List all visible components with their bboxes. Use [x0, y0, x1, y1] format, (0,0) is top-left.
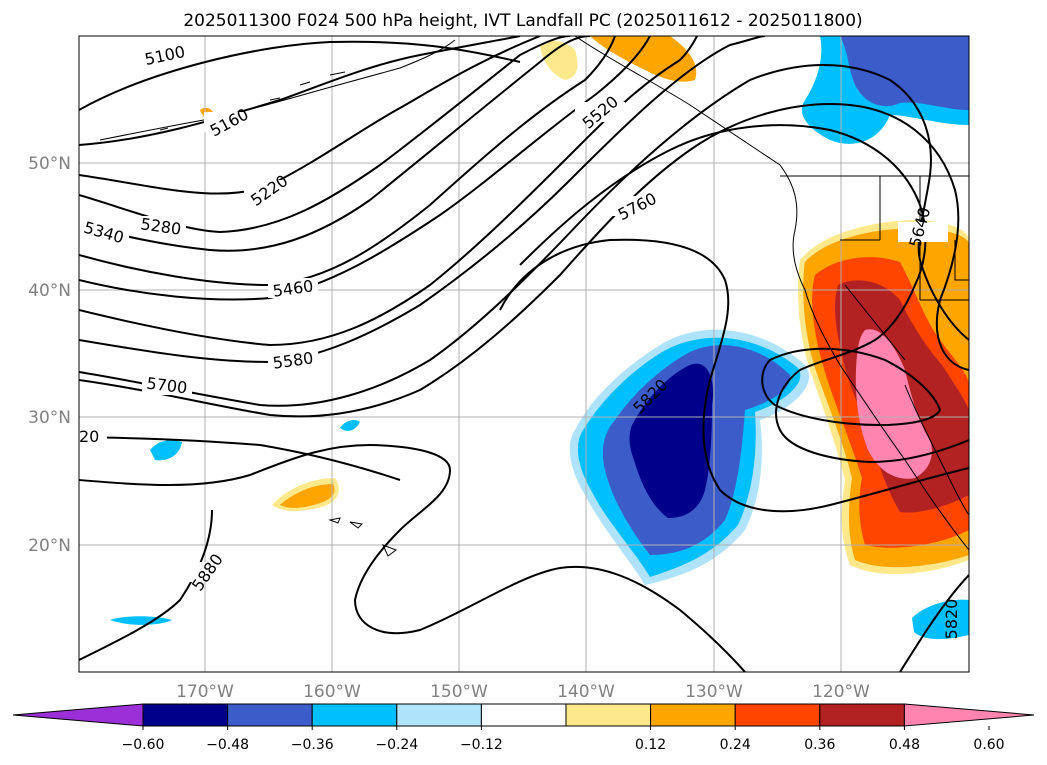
- positive-anomaly-pink: [855, 329, 932, 479]
- colorbar-tick-labels: −0.60 −0.48 −0.36 −0.24 −0.12 0.12 0.24 0.36 0.4…: [122, 726, 1005, 753]
- alaska-coast: [99, 39, 456, 141]
- contour-5220: [79, 36, 541, 195]
- pc-shading: [110, 36, 969, 640]
- colorbar-segment: [734, 703, 821, 727]
- contour-5400: [79, 36, 616, 287]
- lon-label-170w: 170°W: [176, 682, 234, 702]
- colorbar-tick-label: −0.48: [206, 737, 249, 753]
- negative-anomaly-west-3: [340, 420, 360, 431]
- colorbar-segment: [142, 703, 229, 727]
- contour-5820-loop: [761, 347, 942, 427]
- contour-5100: [79, 40, 521, 111]
- lon-label-120w: 120°W: [812, 682, 870, 702]
- label-bg: [898, 222, 948, 242]
- contour-5640: [79, 64, 969, 407]
- colorbar-tick-label: −0.36: [291, 737, 334, 753]
- negative-anomaly-strong: [629, 363, 714, 518]
- contour-5880: [79, 443, 746, 672]
- contour-5520: [79, 36, 698, 347]
- latitude-labels: 50°N 40°N 30°N 20°N: [28, 154, 71, 556]
- positive-anomaly-central-pacific: [280, 484, 335, 508]
- map-frame: [78, 35, 970, 673]
- colorbar-tick-label: 0.24: [720, 737, 751, 753]
- negative-anomaly-canada: [840, 36, 969, 110]
- colorbar-extend-high: [903, 703, 1035, 727]
- colorbar-tick-label: −0.12: [460, 737, 503, 753]
- label-bg: [79, 222, 129, 242]
- contour-labels: 5100 5160 5220 5280 5340 5460 5520 5580 …: [79, 42, 961, 640]
- colorbar-segment: [565, 703, 652, 727]
- colorbar-segment: [311, 703, 398, 727]
- contour-5880-east: [899, 574, 969, 672]
- colorbar-segment: [396, 703, 482, 727]
- contour-5820: [499, 238, 969, 513]
- contour-5160: [79, 36, 521, 146]
- colorbar-segment: [227, 703, 313, 727]
- label-bg: [268, 350, 318, 370]
- contour-5460: [79, 36, 651, 301]
- colorbar-tick-label: 0.60: [973, 737, 1004, 753]
- lon-label-150w: 150°W: [430, 682, 488, 702]
- lon-label-130w: 130°W: [685, 682, 743, 702]
- colorbar-tick-label: −0.24: [375, 737, 418, 753]
- contour-label-partial: 20: [79, 427, 99, 446]
- colorbar-segment: [819, 703, 905, 727]
- label-bg: [140, 45, 190, 65]
- contour-5340: [79, 36, 591, 252]
- contour-label-5700: 5700: [146, 374, 189, 398]
- colorbar-tick-label: 0.48: [889, 737, 920, 753]
- lat-label-40n: 40°N: [28, 281, 71, 301]
- height-contours: [79, 36, 969, 672]
- contour-5880-west: [79, 509, 213, 661]
- label-bg: [79, 427, 107, 447]
- label-bg: [204, 112, 254, 132]
- contour-5700-tail: [79, 436, 401, 481]
- longitude-labels: 170°W 160°W 150°W 140°W 130°W 120°W: [176, 682, 870, 702]
- map-panel: 5100 5160 5220 5280 5340 5460 5520 5580 …: [78, 35, 970, 673]
- lon-label-160w: 160°W: [303, 682, 361, 702]
- label-bg: [244, 180, 294, 200]
- contour-label-5820-east: 5820: [942, 599, 961, 640]
- north-america-coast: [574, 36, 969, 551]
- positive-anomaly-gulf-alaska: [590, 36, 697, 82]
- label-bg: [136, 216, 186, 236]
- colorbar-tick-label: −0.60: [122, 737, 165, 753]
- label-bg: [575, 102, 625, 122]
- map-title: 2025011300 F024 500 hPa height, IVT Land…: [183, 11, 862, 31]
- contour-5700: [79, 103, 969, 418]
- colorbar-segment: [480, 703, 567, 727]
- colorbar: [12, 703, 1035, 727]
- baja-coast: [904, 384, 969, 516]
- label-bg: [268, 278, 318, 298]
- colorbar-tick-label: 0.12: [635, 737, 666, 753]
- hawaii-islands: [328, 517, 398, 557]
- lat-label-20n: 20°N: [28, 536, 71, 556]
- aleutian-islands: [159, 71, 346, 131]
- lon-label-140w: 140°W: [557, 682, 615, 702]
- lat-label-30n: 30°N: [28, 408, 71, 428]
- colorbar-extend-low: [12, 703, 144, 727]
- lat-label-50n: 50°N: [28, 154, 71, 174]
- label-bg: [180, 562, 230, 582]
- contour-5760: [519, 124, 969, 464]
- label-bg: [142, 375, 192, 395]
- contour-5580: [79, 36, 766, 364]
- colorbar-segment: [650, 703, 736, 727]
- colorbar-tick-label: 0.36: [804, 737, 835, 753]
- negative-anomaly-west-1: [150, 440, 182, 461]
- label-bg: [612, 196, 662, 216]
- positive-anomaly-gulf-edge: [540, 40, 578, 80]
